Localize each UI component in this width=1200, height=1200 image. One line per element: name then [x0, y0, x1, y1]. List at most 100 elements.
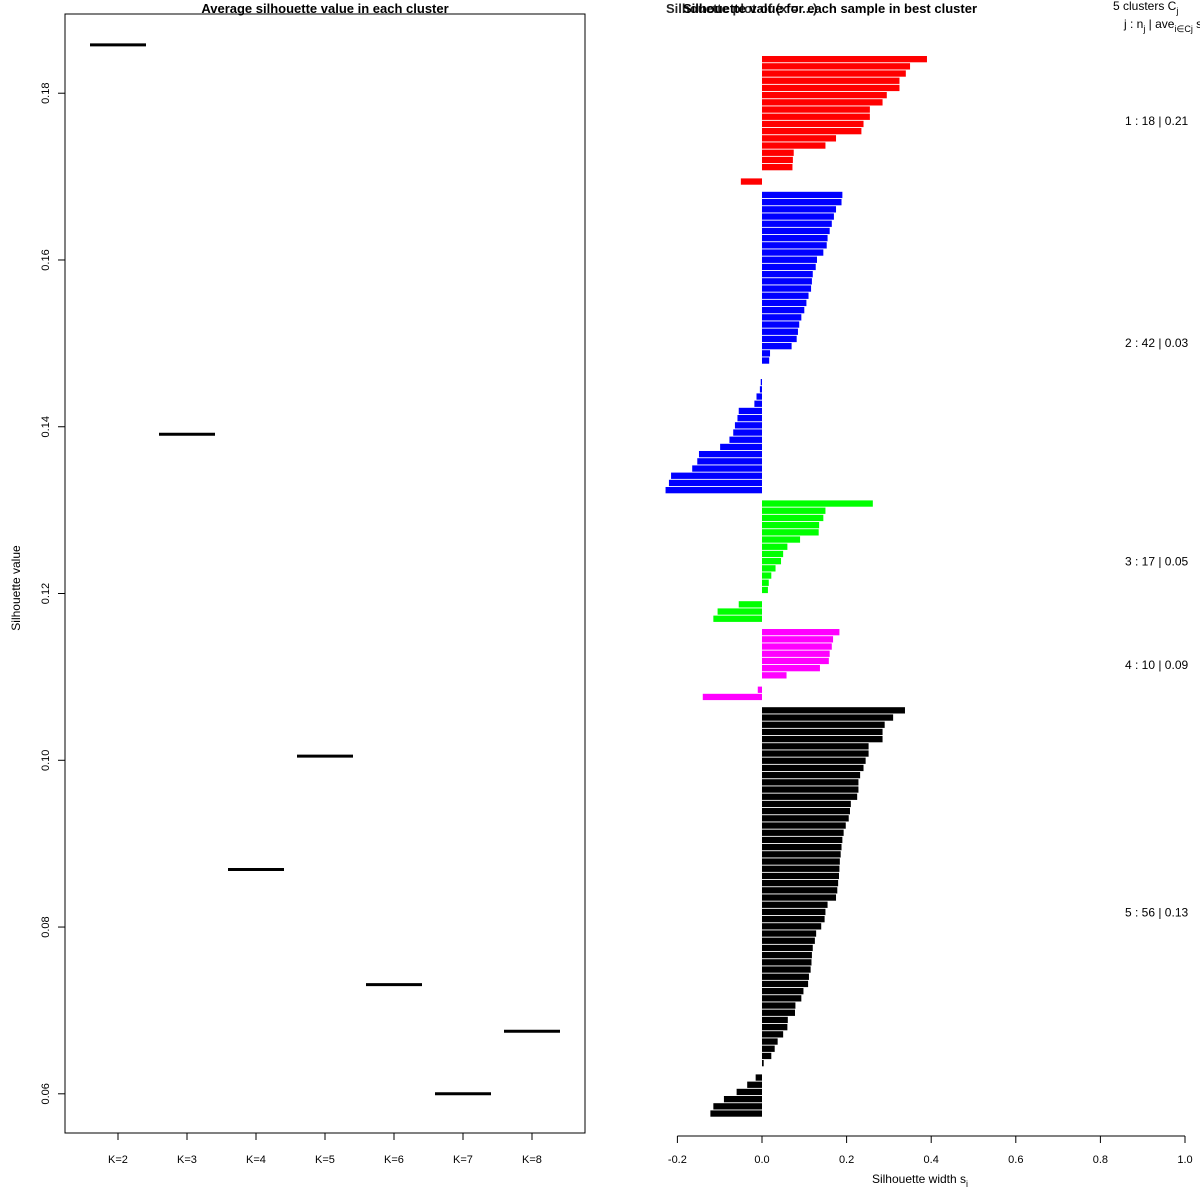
silhouette-bar — [762, 1016, 788, 1024]
cluster-label: 5 : 56 | 0.13 — [1125, 905, 1188, 919]
silhouette-bar — [762, 357, 770, 364]
silhouette-bar — [762, 1060, 764, 1067]
left-y-tick-label: 0.10 — [40, 750, 52, 771]
cluster-label: 2 : 42 | 0.03 — [1125, 336, 1188, 350]
silhouette-bar — [762, 829, 844, 836]
silhouette-bar — [762, 572, 772, 579]
silhouette-bar — [762, 779, 859, 786]
silhouette-bar — [723, 1096, 762, 1103]
silhouette-bar — [762, 707, 905, 714]
silhouette-bar — [713, 1103, 762, 1110]
silhouette-bar — [762, 70, 906, 77]
left-y-axis: 0.06 0.08 0.10 0.12 0.14 0.16 0.18 — [40, 83, 65, 1105]
left-y-tick-label: 0.08 — [40, 916, 52, 937]
silhouette-bar — [762, 923, 822, 930]
silhouette-bar — [762, 786, 859, 793]
silhouette-bar — [762, 550, 784, 558]
right-x-tick-label: 0.8 — [1093, 1154, 1108, 1166]
silhouette-bar — [762, 299, 807, 307]
silhouette-bar — [762, 321, 800, 328]
silhouette-bar — [762, 988, 804, 995]
silhouette-bar — [762, 793, 858, 800]
cluster-label: 3 : 17 | 0.05 — [1125, 555, 1188, 569]
silhouette-bar — [736, 1088, 762, 1096]
silhouette-bar — [755, 1074, 762, 1081]
silhouette-bar — [762, 522, 820, 529]
silhouette-bar — [762, 63, 911, 70]
silhouette-bar — [762, 665, 820, 672]
silhouette-bar — [762, 328, 798, 335]
silhouette-bar — [762, 113, 870, 120]
silhouette-bar — [762, 714, 894, 721]
silhouette-bar — [692, 465, 762, 472]
silhouette-bar — [762, 643, 832, 650]
silhouette-bar — [710, 1110, 762, 1117]
silhouette-bar — [762, 77, 900, 84]
silhouette-bar — [762, 750, 869, 757]
silhouette-bar — [762, 822, 846, 829]
silhouette-bar — [762, 995, 802, 1002]
silhouette-bar — [762, 350, 771, 357]
silhouette-bar — [762, 343, 792, 350]
silhouette-bar — [762, 952, 812, 959]
silhouette-bar — [762, 872, 839, 880]
silhouette-bar — [762, 586, 768, 594]
silhouette-bar — [762, 1009, 795, 1016]
silhouette-bar — [762, 507, 826, 514]
silhouette-bar — [762, 543, 788, 550]
silhouette-bars — [665, 56, 927, 1117]
silhouette-bar — [762, 887, 838, 894]
silhouette-bar — [762, 743, 869, 750]
silhouette-bar — [762, 650, 830, 657]
silhouette-bar — [762, 579, 769, 586]
cluster-label: 1 : 18 | 0.21 — [1125, 114, 1188, 128]
right-x-tick-label: 0.6 — [1008, 1154, 1023, 1166]
silhouette-bar — [762, 256, 817, 263]
silhouette-bar — [762, 808, 850, 815]
silhouette-bar — [762, 56, 927, 63]
left-x-tick-label: K=6 — [384, 1154, 404, 1166]
silhouette-bar — [671, 472, 762, 479]
right-x-tick-label: 0.0 — [754, 1154, 769, 1166]
silhouette-bar — [720, 443, 762, 451]
right-chart: Silhouette plot of (x = ...) Silhouette … — [665, 0, 1200, 1189]
silhouette-bar — [762, 916, 825, 923]
silhouette-bar — [668, 479, 762, 487]
silhouette-bar — [762, 736, 883, 743]
silhouette-bar — [762, 92, 887, 99]
silhouette-bar — [762, 156, 793, 164]
silhouette-bar — [759, 386, 762, 393]
silhouette-bar — [762, 220, 832, 227]
silhouette-bar — [762, 307, 805, 314]
cluster-header-line2: j : nj | avei∈Cj si — [1123, 17, 1200, 34]
silhouette-bar — [665, 487, 762, 494]
silhouette-bar — [702, 693, 762, 701]
silhouette-bar — [762, 844, 842, 851]
silhouette-bar — [762, 800, 851, 808]
silhouette-bar — [754, 400, 762, 407]
silhouette-bar — [762, 128, 862, 135]
right-chart-overlap-text: Silhouette plot of (x = ...) — [666, 1, 817, 16]
silhouette-bar — [762, 980, 809, 988]
silhouette-bar — [762, 728, 883, 736]
silhouette-bar — [762, 292, 809, 299]
silhouette-bar — [747, 1081, 762, 1088]
silhouette-bar — [762, 944, 813, 952]
silhouette-bar — [762, 1045, 775, 1052]
silhouette-bar — [762, 199, 842, 206]
silhouette-bar — [762, 558, 782, 565]
right-x-axis-label: Silhouette width si — [872, 1172, 968, 1189]
right-x-tick-label: 0.4 — [924, 1154, 939, 1166]
right-x-tick-label: 1.0 — [1177, 1154, 1192, 1166]
left-x-tick-label: K=8 — [522, 1154, 542, 1166]
silhouette-bar — [762, 536, 801, 543]
cluster-header-line1: 5 clusters Cj — [1113, 0, 1178, 16]
silhouette-bar — [762, 149, 794, 156]
silhouette-bar — [762, 851, 841, 858]
silhouette-bar — [762, 721, 885, 728]
silhouette-bar — [762, 335, 797, 343]
silhouette-bar — [762, 1031, 784, 1038]
right-chart-title: Silhouette value for each sample in best… — [683, 1, 977, 16]
silhouette-bar — [762, 901, 828, 908]
